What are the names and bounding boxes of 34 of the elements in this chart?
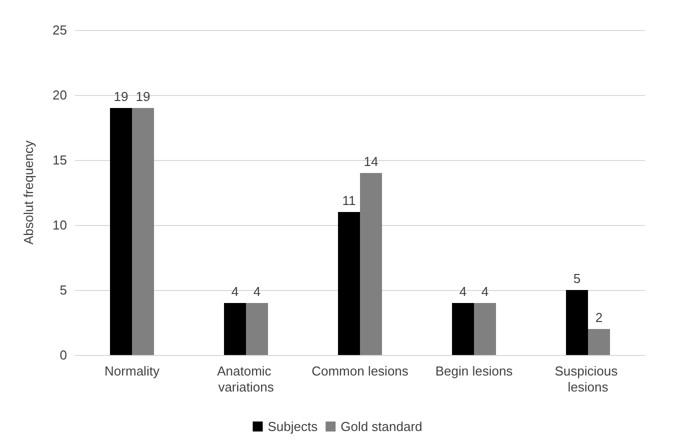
legend-label: Subjects	[268, 419, 318, 434]
data-label: 19	[136, 89, 150, 104]
x-tick-label: Common lesions	[312, 364, 409, 378]
y-tick-label: 20	[52, 88, 67, 102]
data-label: 4	[231, 284, 239, 299]
data-label: 4	[459, 284, 467, 299]
y-tick-label: 0	[60, 348, 67, 362]
x-tick-label: Suspicious lesions	[554, 364, 622, 394]
y-tick-label: 15	[52, 152, 67, 168]
x-tick-label: Begin lesions	[435, 364, 514, 378]
data-label: 2	[595, 310, 603, 325]
data-label: 4	[253, 284, 261, 299]
bar	[132, 108, 154, 355]
y-tick-label: 25	[52, 22, 67, 38]
bar	[566, 290, 588, 355]
bar	[474, 303, 496, 355]
y-axis-title: Absolut frequency	[21, 140, 36, 245]
bar	[224, 303, 246, 355]
bar	[588, 329, 610, 355]
x-tick-label: Anatomic variations	[217, 364, 275, 394]
data-label: 4	[481, 284, 489, 299]
bar	[246, 303, 268, 355]
bar	[360, 173, 382, 355]
bar	[452, 303, 474, 355]
y-tick-label: 5	[60, 282, 67, 298]
data-label: 19	[114, 89, 128, 104]
bar	[110, 108, 132, 355]
data-label: 5	[573, 271, 581, 286]
data-label: 11	[342, 193, 356, 208]
legend-label: Gold standard	[340, 419, 422, 434]
data-label: 14	[364, 154, 378, 169]
bar	[338, 212, 360, 355]
y-tick-label: 10	[52, 218, 67, 232]
x-tick-label: Normality	[104, 364, 160, 378]
